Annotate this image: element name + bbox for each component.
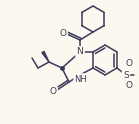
Text: NH: NH bbox=[75, 75, 87, 83]
Text: S: S bbox=[123, 71, 129, 79]
Text: N: N bbox=[77, 47, 83, 57]
Text: O: O bbox=[126, 81, 132, 91]
Text: O: O bbox=[59, 30, 66, 38]
Text: O: O bbox=[126, 60, 132, 68]
Polygon shape bbox=[42, 51, 49, 62]
Text: O: O bbox=[49, 88, 56, 96]
